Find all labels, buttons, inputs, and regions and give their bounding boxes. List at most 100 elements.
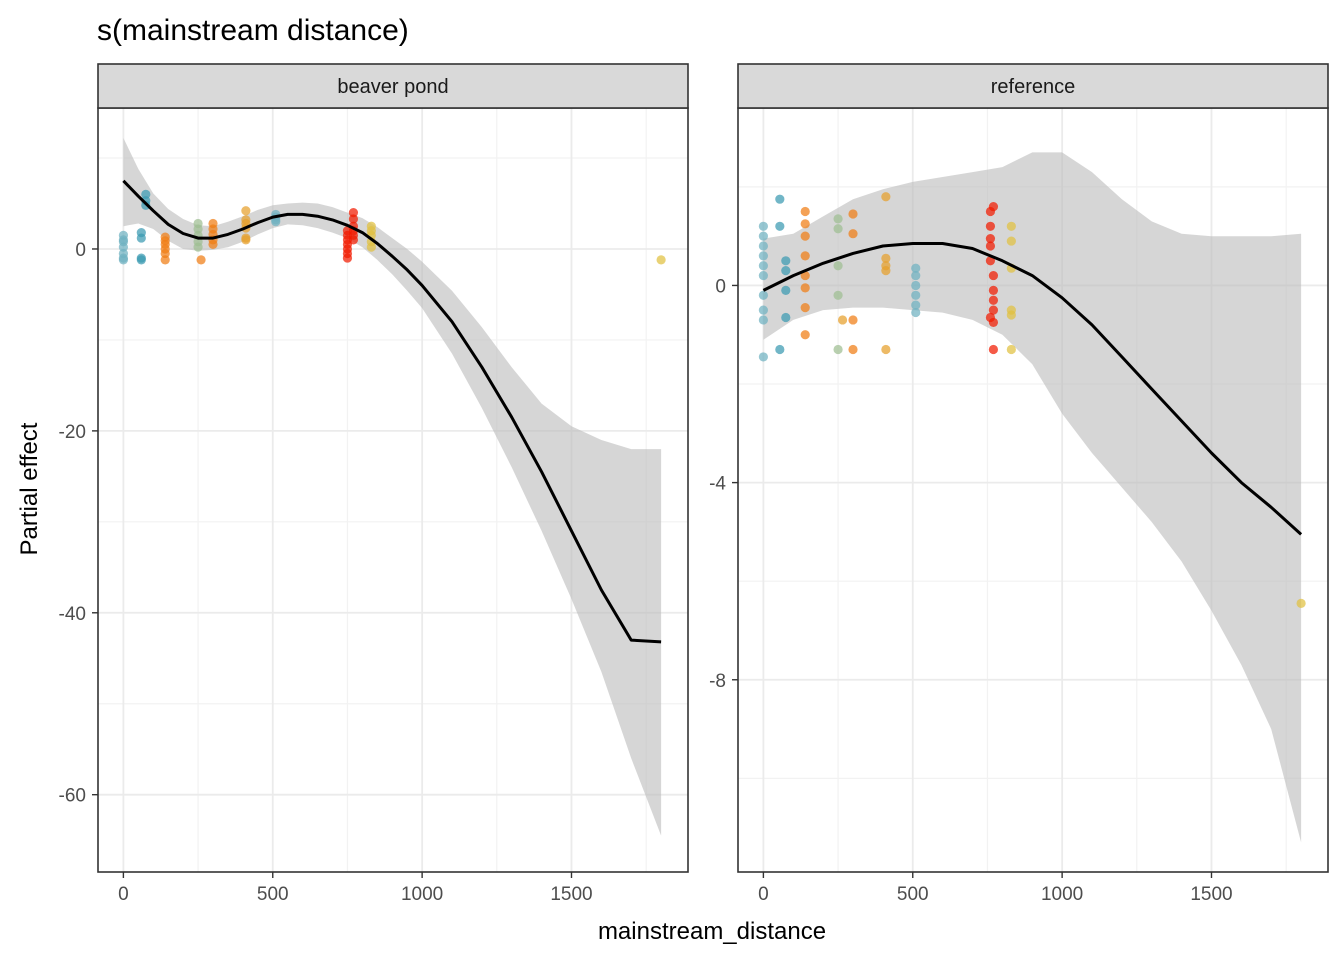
data-point (118, 242, 128, 252)
data-point (988, 317, 999, 328)
data-point (758, 305, 768, 315)
data-point (985, 241, 996, 251)
facet-strip (97, 63, 689, 109)
confidence-band (763, 152, 1302, 843)
data-point (881, 192, 891, 202)
data-point (988, 201, 999, 212)
data-point (911, 263, 921, 273)
data-point (1296, 598, 1306, 608)
data-point (848, 229, 858, 239)
y-tick-label: -8 (709, 671, 726, 692)
x-tick-label: 500 (897, 884, 929, 905)
x-tick-label: 1000 (1041, 884, 1083, 905)
facet-strip (737, 63, 1329, 109)
data-point (800, 231, 810, 241)
data-point (241, 206, 251, 216)
confidence-band (123, 138, 662, 836)
data-point (833, 261, 843, 271)
data-point (118, 255, 128, 265)
data-point (781, 266, 791, 276)
data-point (348, 235, 359, 245)
data-point (848, 315, 858, 325)
data-point (241, 235, 251, 245)
data-point (881, 253, 891, 263)
data-point (911, 280, 921, 291)
data-point (985, 221, 996, 231)
data-point (342, 253, 353, 263)
data-point (656, 255, 666, 265)
data-point (136, 255, 146, 265)
data-point (911, 307, 921, 318)
data-point (1006, 221, 1016, 231)
data-point (833, 224, 843, 234)
data-point (985, 234, 996, 244)
data-point (800, 251, 810, 261)
data-point (136, 233, 146, 243)
data-point (758, 231, 768, 241)
data-point (911, 270, 921, 281)
data-point (781, 312, 791, 323)
y-tick-label: -4 (709, 474, 726, 495)
data-point (881, 266, 891, 276)
data-point (837, 315, 848, 325)
data-point (193, 224, 203, 234)
x-tick-label: 1500 (1190, 884, 1232, 905)
x-tick-label: 500 (257, 884, 289, 905)
data-point (988, 270, 999, 281)
x-tick-label: 0 (758, 884, 769, 905)
y-tick-label: 0 (715, 276, 726, 297)
data-point (1006, 344, 1016, 355)
data-point (348, 207, 359, 218)
x-tick-label: 1500 (550, 884, 592, 905)
data-point (758, 270, 768, 281)
data-point (833, 344, 843, 355)
smooth-line (762, 242, 1303, 536)
data-point (800, 330, 810, 340)
data-point (160, 255, 170, 265)
data-point (758, 221, 768, 231)
data-point (781, 256, 791, 266)
data-point (196, 255, 206, 265)
data-point (758, 251, 768, 261)
data-point (800, 270, 810, 281)
smooth-line (122, 179, 662, 644)
data-point (800, 219, 810, 229)
chart-panels: beaver pond 0 500 1000 1500 0 -20 -4 0 -60 referen… (59, 63, 1329, 905)
data-point (775, 344, 785, 355)
x-tick-label: 1000 (401, 884, 443, 905)
data-point (848, 344, 858, 355)
y-tick-label: -60 (59, 786, 86, 807)
data-point (348, 214, 359, 224)
panel-0: beaver pond 0 500 1000 1500 0 -20 -40 -60 (59, 63, 689, 905)
data-point (1006, 236, 1016, 246)
data-point (833, 290, 843, 300)
x-axis-title: mainstream_distance (598, 918, 826, 945)
data-point (848, 209, 858, 219)
data-point (193, 242, 203, 252)
facet-strip-label: reference (991, 76, 1076, 98)
data-point (911, 290, 921, 300)
data-point (988, 295, 999, 305)
data-point (366, 242, 376, 252)
data-point (208, 239, 218, 250)
data-point (1006, 310, 1016, 320)
data-point (758, 315, 768, 325)
data-point (988, 344, 999, 355)
data-point (118, 235, 128, 245)
data-point (775, 221, 785, 231)
data-point (911, 300, 921, 310)
x-tick-label: 0 (118, 884, 129, 905)
data-point (141, 189, 151, 200)
data-point (781, 285, 791, 295)
y-axis-title: Partial effect (16, 422, 43, 555)
data-point (775, 194, 785, 204)
data-point (271, 217, 281, 227)
facet-strip-label: beaver pond (337, 76, 448, 98)
data-point (800, 283, 810, 293)
data-point (800, 206, 810, 217)
data-point (881, 344, 891, 355)
y-tick-label: -20 (59, 422, 86, 443)
data-point (833, 214, 843, 224)
data-point (800, 303, 810, 313)
data-point (758, 261, 768, 271)
